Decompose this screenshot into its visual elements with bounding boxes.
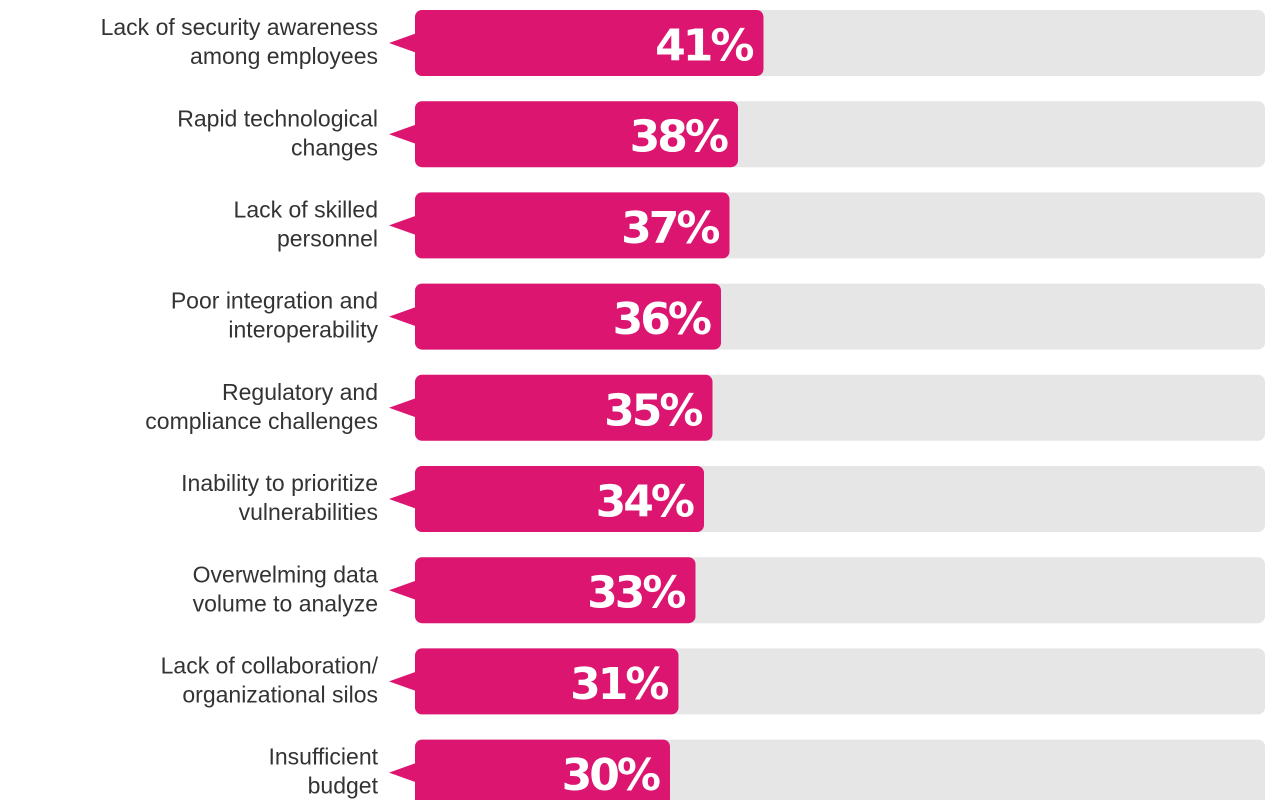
bar-pointer [389, 397, 417, 418]
category-label: Overwelming data [193, 561, 379, 587]
bar-pointer [389, 762, 417, 783]
category-label: budget [308, 773, 379, 799]
value-label: 33% [587, 568, 685, 619]
category-label: organizational silos [182, 681, 378, 707]
bar [415, 466, 704, 532]
category-label: Lack of security awareness [101, 14, 378, 40]
bar [415, 739, 670, 800]
bar-pointer [389, 215, 417, 236]
bar [415, 10, 764, 76]
bar [415, 557, 696, 624]
bar [415, 374, 713, 441]
category-label: personnel [277, 225, 378, 251]
bar-pointer [389, 489, 417, 509]
bar-pointer [389, 124, 417, 145]
category-label: Lack of collaboration/ [161, 652, 379, 678]
value-label: 38% [630, 112, 728, 163]
bar-pointer [389, 580, 417, 601]
bar [415, 283, 721, 350]
value-label: 35% [604, 385, 702, 436]
category-label: vulnerabilities [239, 499, 378, 525]
category-label: compliance challenges [145, 408, 378, 434]
bar [415, 648, 679, 715]
category-label: Inability to prioritize [181, 470, 378, 496]
value-label: 34% [596, 477, 694, 528]
bar-pointer [389, 671, 417, 692]
value-label: 36% [613, 294, 711, 345]
value-label: 41% [655, 21, 753, 72]
value-label: 37% [621, 203, 719, 254]
category-label: Regulatory and [222, 379, 378, 405]
category-label: Lack of skilled [234, 196, 378, 222]
value-label: 30% [562, 750, 660, 800]
category-label: changes [291, 134, 378, 160]
value-label: 31% [570, 659, 668, 710]
bar-pointer [389, 33, 417, 53]
bar [415, 101, 738, 168]
bar [415, 192, 730, 259]
category-label: interoperability [228, 317, 378, 343]
category-label: Poor integration and [171, 288, 378, 314]
bar-pointer [389, 306, 417, 327]
category-label: volume to analyze [193, 590, 378, 616]
category-label: Insufficient [268, 744, 378, 770]
category-label: Rapid technological [177, 105, 378, 131]
category-label: among employees [190, 43, 378, 69]
